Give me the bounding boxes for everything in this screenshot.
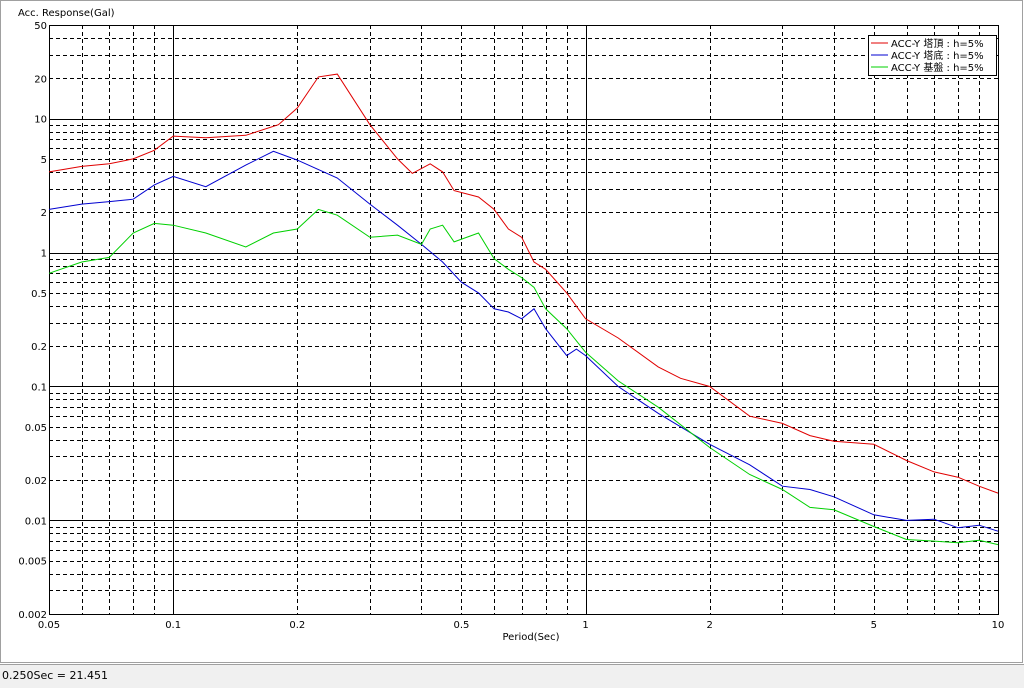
legend-box [868, 35, 997, 76]
y-tick-label: 0.02 [25, 476, 47, 487]
x-axis-label: Period(Sec) [503, 632, 560, 643]
window-frame [0, 0, 1023, 663]
y-tick-label: 0.05 [25, 423, 47, 434]
series-line [48, 73, 999, 494]
y-tick-label: 0.002 [18, 610, 47, 621]
x-tick-label: 1 [582, 620, 588, 631]
y-tick-label: 5 [41, 155, 47, 166]
chart: Acc. Response(Gal) Period(Sec) 0.002 0.00… [0, 0, 1023, 663]
y-tick-label: 20 [34, 74, 47, 85]
y-axis-label: Acc. Response(Gal) [18, 8, 115, 19]
legend-label: ACC-Y 塔底 : h=5% [891, 49, 984, 62]
x-tick-label: 2 [707, 620, 713, 631]
x-tick-label: 0.05 [38, 620, 60, 631]
status-bar: 0.250Sec = 21.451 [0, 664, 1024, 688]
y-tick-label: 0.01 [25, 516, 47, 527]
x-tick-label: 0.2 [289, 620, 305, 631]
x-tick-label: 5 [871, 620, 877, 631]
y-tick-label: 2 [41, 208, 47, 219]
x-tick-label: 0.5 [453, 620, 469, 631]
y-tick-label: 0.1 [31, 382, 47, 393]
y-tick-label: 0.005 [18, 557, 47, 568]
y-tick-label: 0.2 [31, 342, 47, 353]
y-tick-label: 0.5 [31, 289, 47, 300]
plot-frame [49, 25, 999, 615]
y-tick-label: 50 [34, 21, 47, 32]
x-tick-label: 0.1 [165, 620, 181, 631]
legend-label: ACC-Y 塔頂 : h=5% [891, 37, 984, 50]
y-tick-label: 1 [41, 249, 47, 260]
y-tick-label: 10 [34, 115, 47, 126]
legend-label: ACC-Y 基盤 : h=5% [891, 61, 984, 74]
series-line [48, 150, 999, 532]
x-tick-label: 10 [992, 620, 1005, 631]
series-line [48, 208, 999, 546]
